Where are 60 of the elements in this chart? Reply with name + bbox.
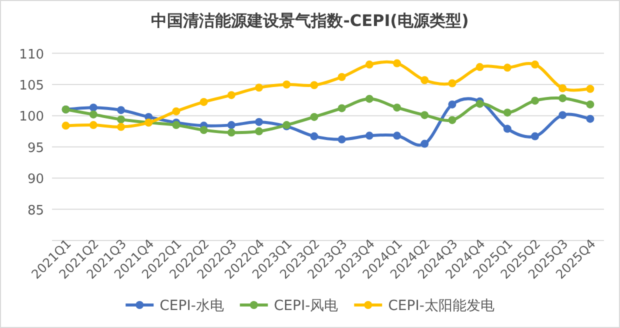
point <box>338 104 346 112</box>
point <box>62 122 70 130</box>
point <box>558 111 567 120</box>
point <box>365 132 374 140</box>
point <box>476 100 484 108</box>
point <box>420 76 429 84</box>
point <box>448 100 456 108</box>
y-tick-label: 85 <box>27 203 44 218</box>
point <box>531 60 539 69</box>
point <box>448 116 456 124</box>
point <box>393 59 401 68</box>
point <box>310 112 318 121</box>
point <box>338 135 346 144</box>
chart-title: 中国清洁能源建设景气指数-CEPI(电源类型) <box>151 11 469 30</box>
point <box>89 121 98 130</box>
point <box>586 114 594 123</box>
point <box>310 81 318 90</box>
point <box>117 106 125 114</box>
point <box>255 127 263 136</box>
point <box>255 118 263 126</box>
point <box>558 84 567 92</box>
legend-label: CEPI-风电 <box>274 298 338 314</box>
point <box>531 132 539 140</box>
point <box>420 140 429 148</box>
point <box>89 104 98 112</box>
point <box>200 98 208 106</box>
point <box>586 84 594 93</box>
point <box>503 124 512 133</box>
point <box>393 132 401 140</box>
point <box>282 80 291 88</box>
point <box>117 115 125 124</box>
y-tick-label: 100 <box>19 110 44 125</box>
point <box>476 63 484 72</box>
point <box>200 126 208 134</box>
point <box>255 84 263 92</box>
point <box>448 79 456 88</box>
point <box>420 111 429 120</box>
point <box>172 107 180 116</box>
legend-label: CEPI-水电 <box>160 298 224 314</box>
point <box>338 73 346 82</box>
point <box>89 110 98 118</box>
point <box>227 128 236 137</box>
y-tick-label: 95 <box>27 140 44 156</box>
point <box>365 94 374 103</box>
point <box>503 64 512 72</box>
point <box>393 104 401 112</box>
point <box>117 122 125 131</box>
point <box>172 121 180 130</box>
y-tick-label: 90 <box>27 172 44 188</box>
y-tick-label: 105 <box>19 78 44 94</box>
point <box>503 108 512 117</box>
point <box>365 60 374 69</box>
point <box>310 132 318 140</box>
legend-label: CEPI-太阳能发电 <box>388 298 494 314</box>
point <box>227 121 236 130</box>
point <box>227 91 236 100</box>
y-tick-label: 110 <box>19 47 44 62</box>
point <box>586 100 594 108</box>
point <box>558 94 567 102</box>
point <box>531 96 539 105</box>
